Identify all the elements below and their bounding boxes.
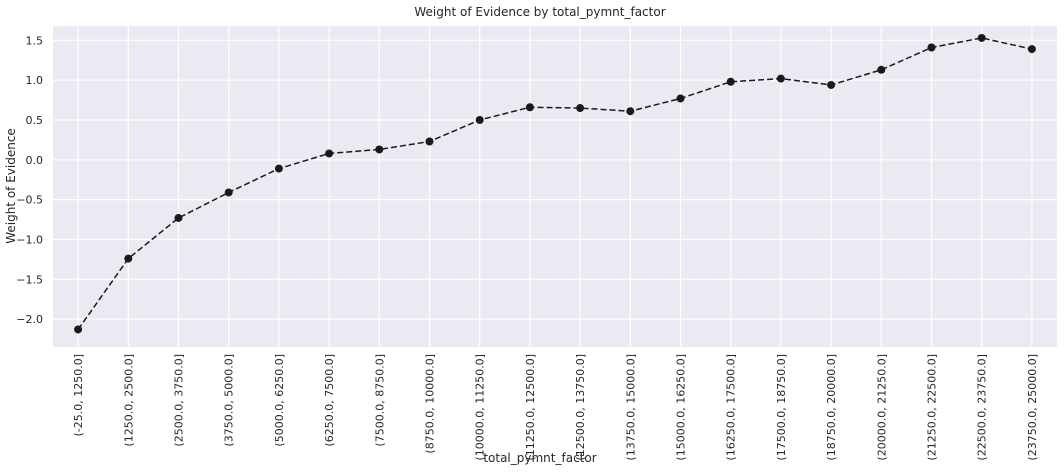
x-tick-label: (23750.0, 25000.0] <box>1026 354 1039 461</box>
x-axis-ticks: (-25.0, 1250.0] (1250.0, 2500.0] (2500.0, … <box>72 354 1039 461</box>
x-tick-label: (3750.0, 5000.0] <box>223 354 236 447</box>
chart-title: Weight of Evidence by total_pymnt_factor <box>414 5 665 19</box>
y-tick-label: −1.0 <box>16 233 43 246</box>
x-tick-label: (-25.0, 1250.0] <box>72 354 85 437</box>
data-point <box>726 77 735 86</box>
x-tick-label: (16250.0, 17500.0] <box>725 354 738 461</box>
x-tick-label: (18750.0, 20000.0] <box>825 354 838 461</box>
data-point <box>676 94 685 103</box>
data-point <box>425 137 434 146</box>
data-point <box>977 33 986 42</box>
y-tick-label: −0.5 <box>16 194 43 207</box>
x-tick-label: (15000.0, 16250.0] <box>675 354 688 461</box>
y-tick-label: 1.0 <box>26 74 44 87</box>
y-tick-label: 1.5 <box>26 34 44 47</box>
x-tick-label: (8750.0, 10000.0] <box>424 354 437 454</box>
data-point <box>124 254 133 263</box>
data-point <box>74 325 83 334</box>
data-point <box>1027 45 1036 54</box>
series-line <box>77 37 1033 330</box>
data-point <box>776 74 785 83</box>
data-point <box>576 104 585 113</box>
data-point <box>927 43 936 52</box>
y-tick-label: −1.5 <box>16 273 43 286</box>
x-tick-label: (5000.0, 6250.0] <box>273 354 286 447</box>
x-tick-label: (7500.0, 8750.0] <box>373 354 386 447</box>
data-point <box>525 103 534 112</box>
x-tick-label: (12500.0, 13750.0] <box>574 354 587 461</box>
x-tick-label: (6250.0, 7500.0] <box>323 354 336 447</box>
x-tick-label: (22500.0, 23750.0] <box>976 354 989 461</box>
plot-area <box>53 26 1057 347</box>
data-point <box>626 107 635 116</box>
gridlines <box>53 26 1057 347</box>
y-tick-label: 0.5 <box>26 114 44 127</box>
x-tick-label: (10000.0, 11250.0] <box>474 354 487 461</box>
x-tick-label: (20000.0, 21250.0] <box>875 354 888 461</box>
y-axis-ticks: −2.0 −1.5 −1.0 −0.5 0.0 0.5 1.0 1.5 <box>16 34 43 326</box>
x-tick-label: (2500.0, 3750.0] <box>173 354 186 447</box>
x-axis-label: total_pymnt_factor <box>483 451 596 465</box>
data-point <box>877 65 886 74</box>
data-point <box>274 164 283 173</box>
data-point <box>325 149 334 158</box>
woe-series <box>74 33 1036 334</box>
data-point <box>224 188 233 197</box>
data-point <box>827 80 836 89</box>
x-tick-label: (21250.0, 22500.0] <box>926 354 939 461</box>
x-tick-label: (13750.0, 15000.0] <box>624 354 637 461</box>
data-point <box>475 115 484 124</box>
x-tick-label: (1250.0, 2500.0] <box>122 354 135 447</box>
y-axis-label: Weight of Evidence <box>4 128 18 244</box>
x-tick-label: (17500.0, 18750.0] <box>775 354 788 461</box>
data-point <box>375 145 384 154</box>
data-point <box>174 213 183 222</box>
y-tick-label: 0.0 <box>26 154 44 167</box>
y-tick-label: −2.0 <box>16 313 43 326</box>
x-tick-label: (11250.0, 12500.0] <box>524 354 537 461</box>
